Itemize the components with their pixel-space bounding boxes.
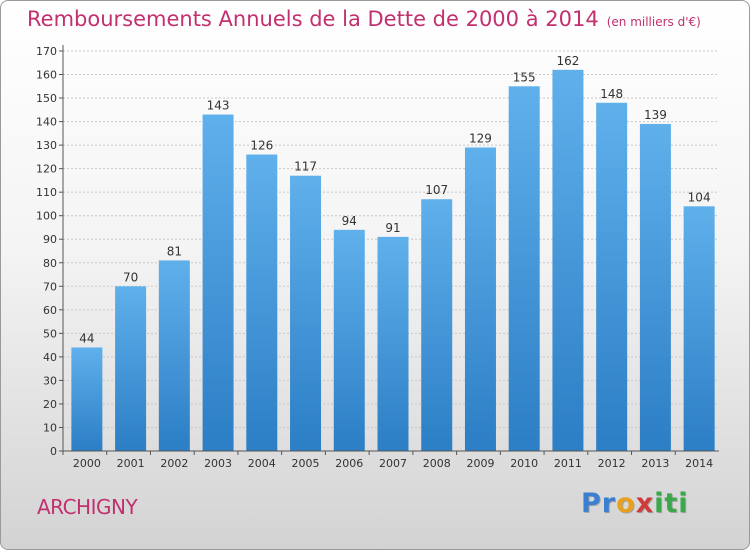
x-axis-ticks: 2000 2001 2002 2003 2004 2005 2006 2007 2008 2009… xyxy=(62,451,713,470)
y-tick-label: 0 xyxy=(50,445,57,458)
town-name: ARCHIGNY xyxy=(37,495,138,519)
y-tick-label: 150 xyxy=(36,92,57,105)
bar-2009 xyxy=(464,147,496,451)
x-tick-label-2001: 2001 xyxy=(117,457,145,470)
logo-letter: r xyxy=(601,488,617,519)
data-labels: 44 70 81 143 126 117 94 91 107 129 155 162 148 139 104 xyxy=(79,54,710,346)
bar-2013 xyxy=(639,123,671,452)
x-tick-label-2013: 2013 xyxy=(641,457,669,470)
data-label-2003: 143 xyxy=(207,99,230,113)
data-label-2007: 91 xyxy=(385,221,400,235)
chart-subtitle: (en milliers d'€) xyxy=(606,15,701,29)
data-label-2010: 155 xyxy=(513,70,536,84)
bar-2000 xyxy=(71,347,103,451)
y-tick-label: 60 xyxy=(43,304,57,317)
y-tick-label: 170 xyxy=(36,45,57,58)
bars xyxy=(71,69,715,452)
logo-letter: i xyxy=(678,488,689,519)
bar-2011 xyxy=(552,69,584,451)
data-label-2011: 162 xyxy=(556,54,579,68)
data-label-2009: 129 xyxy=(469,131,492,145)
chart-title: Remboursements Annuels de la Dette de 20… xyxy=(27,7,701,31)
data-label-2000: 44 xyxy=(79,331,94,345)
data-label-2002: 81 xyxy=(167,244,182,258)
y-axis-ticks: 0 10 20 30 40 50 60 70 80 90 100 110 120 130 140 150 160… xyxy=(36,45,63,458)
x-tick-label-2011: 2011 xyxy=(554,457,582,470)
y-tick-label: 100 xyxy=(36,210,57,223)
data-label-2006: 94 xyxy=(342,214,357,228)
x-tick-label-2000: 2000 xyxy=(73,457,101,470)
x-tick-label-2007: 2007 xyxy=(379,457,407,470)
bar-2008 xyxy=(421,199,453,451)
proxiti-logo: Proxiti xyxy=(581,488,689,519)
x-tick-label-2009: 2009 xyxy=(466,457,494,470)
x-tick-label-2010: 2010 xyxy=(510,457,538,470)
bar-2007 xyxy=(377,236,409,451)
y-tick-label: 80 xyxy=(43,257,57,270)
data-label-2012: 148 xyxy=(600,87,623,101)
x-tick-label-2005: 2005 xyxy=(292,457,320,470)
y-tick-label: 30 xyxy=(43,374,57,387)
bar-2004 xyxy=(246,154,278,451)
logo-letter: x xyxy=(635,488,655,519)
axes xyxy=(62,45,719,452)
logo-letter: t xyxy=(664,488,679,519)
x-tick-label-2006: 2006 xyxy=(335,457,363,470)
x-tick-label-2004: 2004 xyxy=(248,457,276,470)
data-label-2001: 70 xyxy=(123,270,138,284)
y-tick-label: 140 xyxy=(36,116,57,129)
x-tick-label-2002: 2002 xyxy=(160,457,188,470)
bar-2003 xyxy=(202,114,234,451)
x-tick-label-2012: 2012 xyxy=(598,457,626,470)
y-tick-label: 50 xyxy=(43,327,57,340)
y-tick-label: 130 xyxy=(36,139,57,152)
bar-2006 xyxy=(333,229,365,451)
y-tick-label: 110 xyxy=(36,186,57,199)
data-label-2008: 107 xyxy=(425,183,448,197)
chart-title-text: Remboursements Annuels de la Dette de 20… xyxy=(27,7,599,31)
bar-2014 xyxy=(683,206,715,451)
x-tick-label-2014: 2014 xyxy=(685,457,713,470)
bar-2005 xyxy=(290,175,322,452)
data-label-2005: 117 xyxy=(294,160,317,174)
x-tick-label-2008: 2008 xyxy=(423,457,451,470)
bar-2001 xyxy=(115,286,147,451)
bar-2010 xyxy=(508,86,540,451)
logo-letter: i xyxy=(654,488,665,519)
y-tick-label: 160 xyxy=(36,69,57,82)
bar-2012 xyxy=(596,102,628,451)
data-label-2013: 139 xyxy=(644,108,667,122)
x-tick-label-2003: 2003 xyxy=(204,457,232,470)
bar-2002 xyxy=(158,260,190,451)
y-tick-label: 20 xyxy=(43,398,57,411)
data-label-2014: 104 xyxy=(688,190,711,204)
y-tick-label: 120 xyxy=(36,163,57,176)
y-tick-label: 40 xyxy=(43,351,57,364)
y-tick-label: 10 xyxy=(43,421,57,434)
y-tick-label: 70 xyxy=(43,280,57,293)
logo-letter: P xyxy=(581,488,602,519)
y-tick-label: 90 xyxy=(43,233,57,246)
logo-letter: o xyxy=(616,488,636,519)
data-label-2004: 126 xyxy=(250,139,273,153)
